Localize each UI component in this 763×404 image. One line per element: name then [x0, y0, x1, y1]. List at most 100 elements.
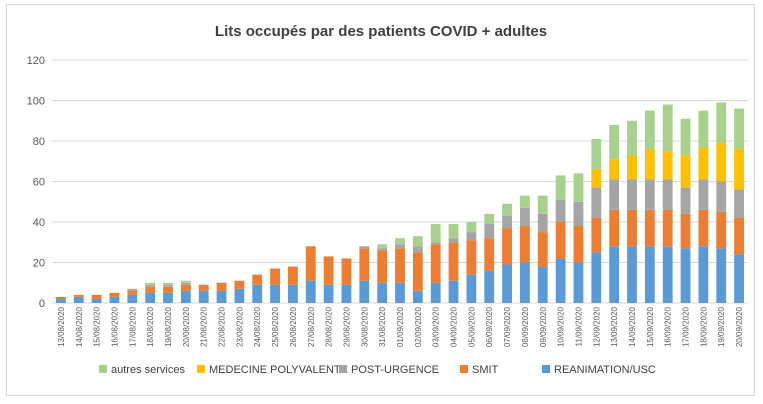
x-tick-label: 10/09/2020	[557, 306, 566, 347]
bar-segment	[716, 143, 727, 182]
x-tick-label: 03/09/2020	[432, 306, 441, 347]
bar-segment	[609, 246, 620, 303]
y-tick-label: 100	[27, 96, 45, 108]
bar-segment	[662, 179, 673, 210]
x-tick-label: 28/08/2020	[325, 306, 334, 347]
bar-segment	[680, 155, 691, 188]
bar-segment	[662, 104, 673, 152]
bar-segment	[466, 274, 477, 303]
bar-segment	[680, 118, 691, 156]
bar-segment	[537, 195, 548, 214]
bar-segment	[555, 222, 566, 259]
bar-segment	[270, 284, 280, 303]
bar-segment	[591, 187, 602, 218]
bar-segment	[627, 209, 637, 247]
x-tick-label: 11/09/2020	[574, 306, 583, 346]
bar-segment	[698, 209, 709, 247]
legend: autres services MEDECINE POLYVALENTE POST-…	[99, 364, 656, 376]
x-tick-label: 18/08/2020	[146, 306, 155, 347]
bar-segment	[412, 252, 423, 291]
legend-label: POST-URGENCE	[351, 364, 439, 376]
bar-segment	[288, 266, 298, 285]
bar-segment	[698, 246, 709, 303]
bar-segment	[555, 199, 566, 222]
x-tick-label: 04/09/2020	[450, 306, 459, 347]
bar-segment	[734, 189, 744, 218]
bar-segment	[698, 179, 709, 210]
x-tick-label: 14/08/2020	[75, 306, 84, 347]
bar-segment	[734, 254, 744, 303]
bar-segment	[448, 238, 459, 243]
bar-segment	[484, 238, 495, 271]
x-tick-label: 13/08/2020	[57, 306, 66, 347]
chart-frame: Lits occupés par des patients COVID + ad…	[6, 4, 755, 396]
bar-segment	[627, 246, 637, 303]
x-tick-label: 02/09/2020	[414, 306, 423, 347]
bar-segment	[627, 179, 637, 210]
bar-segment	[448, 280, 459, 303]
bar-segment	[216, 290, 227, 303]
legend-label: REANIMATION/USC	[554, 364, 656, 376]
x-tick-label: 22/08/2020	[218, 306, 227, 347]
x-tick-label: 14/09/2020	[628, 306, 637, 347]
bar-segment	[591, 138, 602, 170]
bar-segment	[234, 280, 245, 289]
x-tick-label: 01/09/2020	[396, 306, 405, 347]
bar-segment	[644, 179, 655, 210]
bar-segment	[520, 207, 530, 227]
chart-title: Lits occupés par des patients COVID + ad…	[215, 23, 547, 40]
bar-segment	[377, 244, 388, 249]
bar-segment	[127, 288, 138, 291]
bar-segment	[127, 290, 138, 295]
bar-segment	[520, 226, 530, 263]
bar-segment	[412, 290, 423, 303]
bar-segment	[591, 169, 602, 188]
bar-segment	[163, 292, 173, 303]
bar-segment	[573, 173, 584, 202]
bar-segment	[502, 264, 512, 303]
x-tick-label: 20/08/2020	[182, 306, 191, 347]
bar-segment	[448, 242, 459, 281]
bar-segment	[520, 262, 530, 303]
bar-segment	[198, 284, 209, 291]
bar-segment	[430, 244, 441, 283]
bar-segment	[234, 288, 245, 303]
bar-segment	[180, 290, 191, 303]
bar-segment	[145, 284, 156, 287]
bar-segment	[127, 294, 138, 303]
x-tick-label: 09/09/2020	[539, 306, 548, 347]
bar-segment	[180, 282, 191, 285]
bar-segment	[662, 209, 673, 247]
bar-segment	[609, 124, 620, 160]
bar-segment	[377, 282, 388, 303]
bar-segment	[430, 242, 441, 245]
bar-segment	[502, 228, 512, 265]
bar-segment	[73, 294, 84, 297]
bar-segment	[716, 211, 727, 249]
bar-segment	[537, 266, 548, 303]
bar-segment	[484, 224, 495, 239]
bar-segment	[537, 213, 548, 233]
bar-segment	[502, 203, 512, 216]
bar-segment	[216, 282, 227, 291]
x-tick-label: 13/09/2020	[610, 306, 619, 347]
bar-segment	[56, 298, 66, 303]
bar-segment	[430, 224, 441, 243]
y-tick-label: 20	[33, 258, 45, 270]
bar-segment	[555, 175, 566, 200]
bar-segment	[537, 232, 548, 267]
bar-segment	[305, 280, 316, 303]
x-tick-label: 21/08/2020	[200, 306, 209, 347]
y-tick-label: 60	[33, 177, 45, 189]
bar-segment	[698, 147, 709, 180]
x-tick-label: 31/08/2020	[378, 306, 387, 347]
x-tick-label: 25/08/2020	[271, 306, 280, 347]
bar-segment	[716, 248, 727, 303]
bar-segment	[198, 290, 209, 303]
bar-segment	[377, 250, 388, 283]
bars	[56, 102, 744, 303]
legend-label: SMIT	[472, 364, 499, 376]
x-tick-label: 26/08/2020	[289, 306, 298, 347]
bar-segment	[573, 262, 584, 303]
x-tick-label: 19/09/2020	[717, 306, 726, 347]
